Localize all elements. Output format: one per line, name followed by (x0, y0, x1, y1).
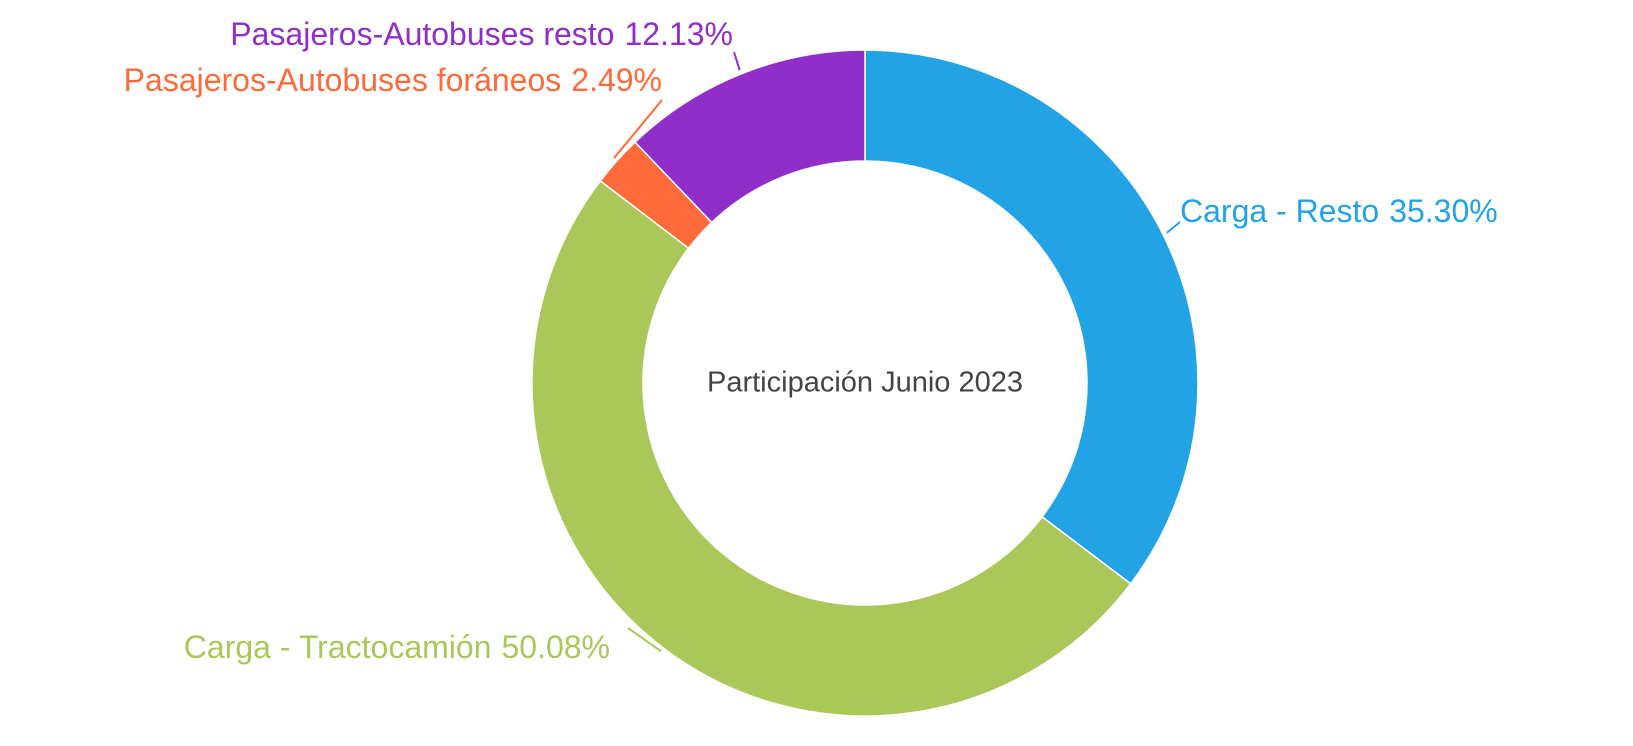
slice-label-value: 2.49% (571, 62, 662, 98)
donut-slice (634, 49, 866, 224)
slice-label: Pasajeros-Autobuses foráneos 2.49% (124, 62, 662, 98)
slice-label-name: Carga - Resto (1180, 193, 1379, 229)
leader-line (733, 51, 741, 71)
slice-label-value: 12.13% (624, 16, 733, 52)
slice-label: Carga - Tractocamión 50.08% (184, 629, 610, 665)
leader-line (613, 99, 663, 159)
slice-label-value: 35.30% (1389, 193, 1498, 229)
donut-slice (864, 49, 1199, 585)
leader-line (1166, 221, 1181, 234)
slice-label-name: Pasajeros-Autobuses foráneos (124, 62, 562, 98)
slice-label: Carga - Resto 35.30% (1180, 193, 1498, 229)
center-title: Participación Junio 2023 (707, 367, 1023, 399)
slice-label-value: 50.08% (501, 629, 610, 665)
slice-label-name: Carga - Tractocamión (184, 629, 492, 665)
donut-slice (531, 179, 1132, 717)
slice-label: Pasajeros-Autobuses resto 12.13% (230, 16, 733, 52)
leader-line (627, 627, 662, 653)
slice-label-name: Pasajeros-Autobuses resto (230, 16, 614, 52)
